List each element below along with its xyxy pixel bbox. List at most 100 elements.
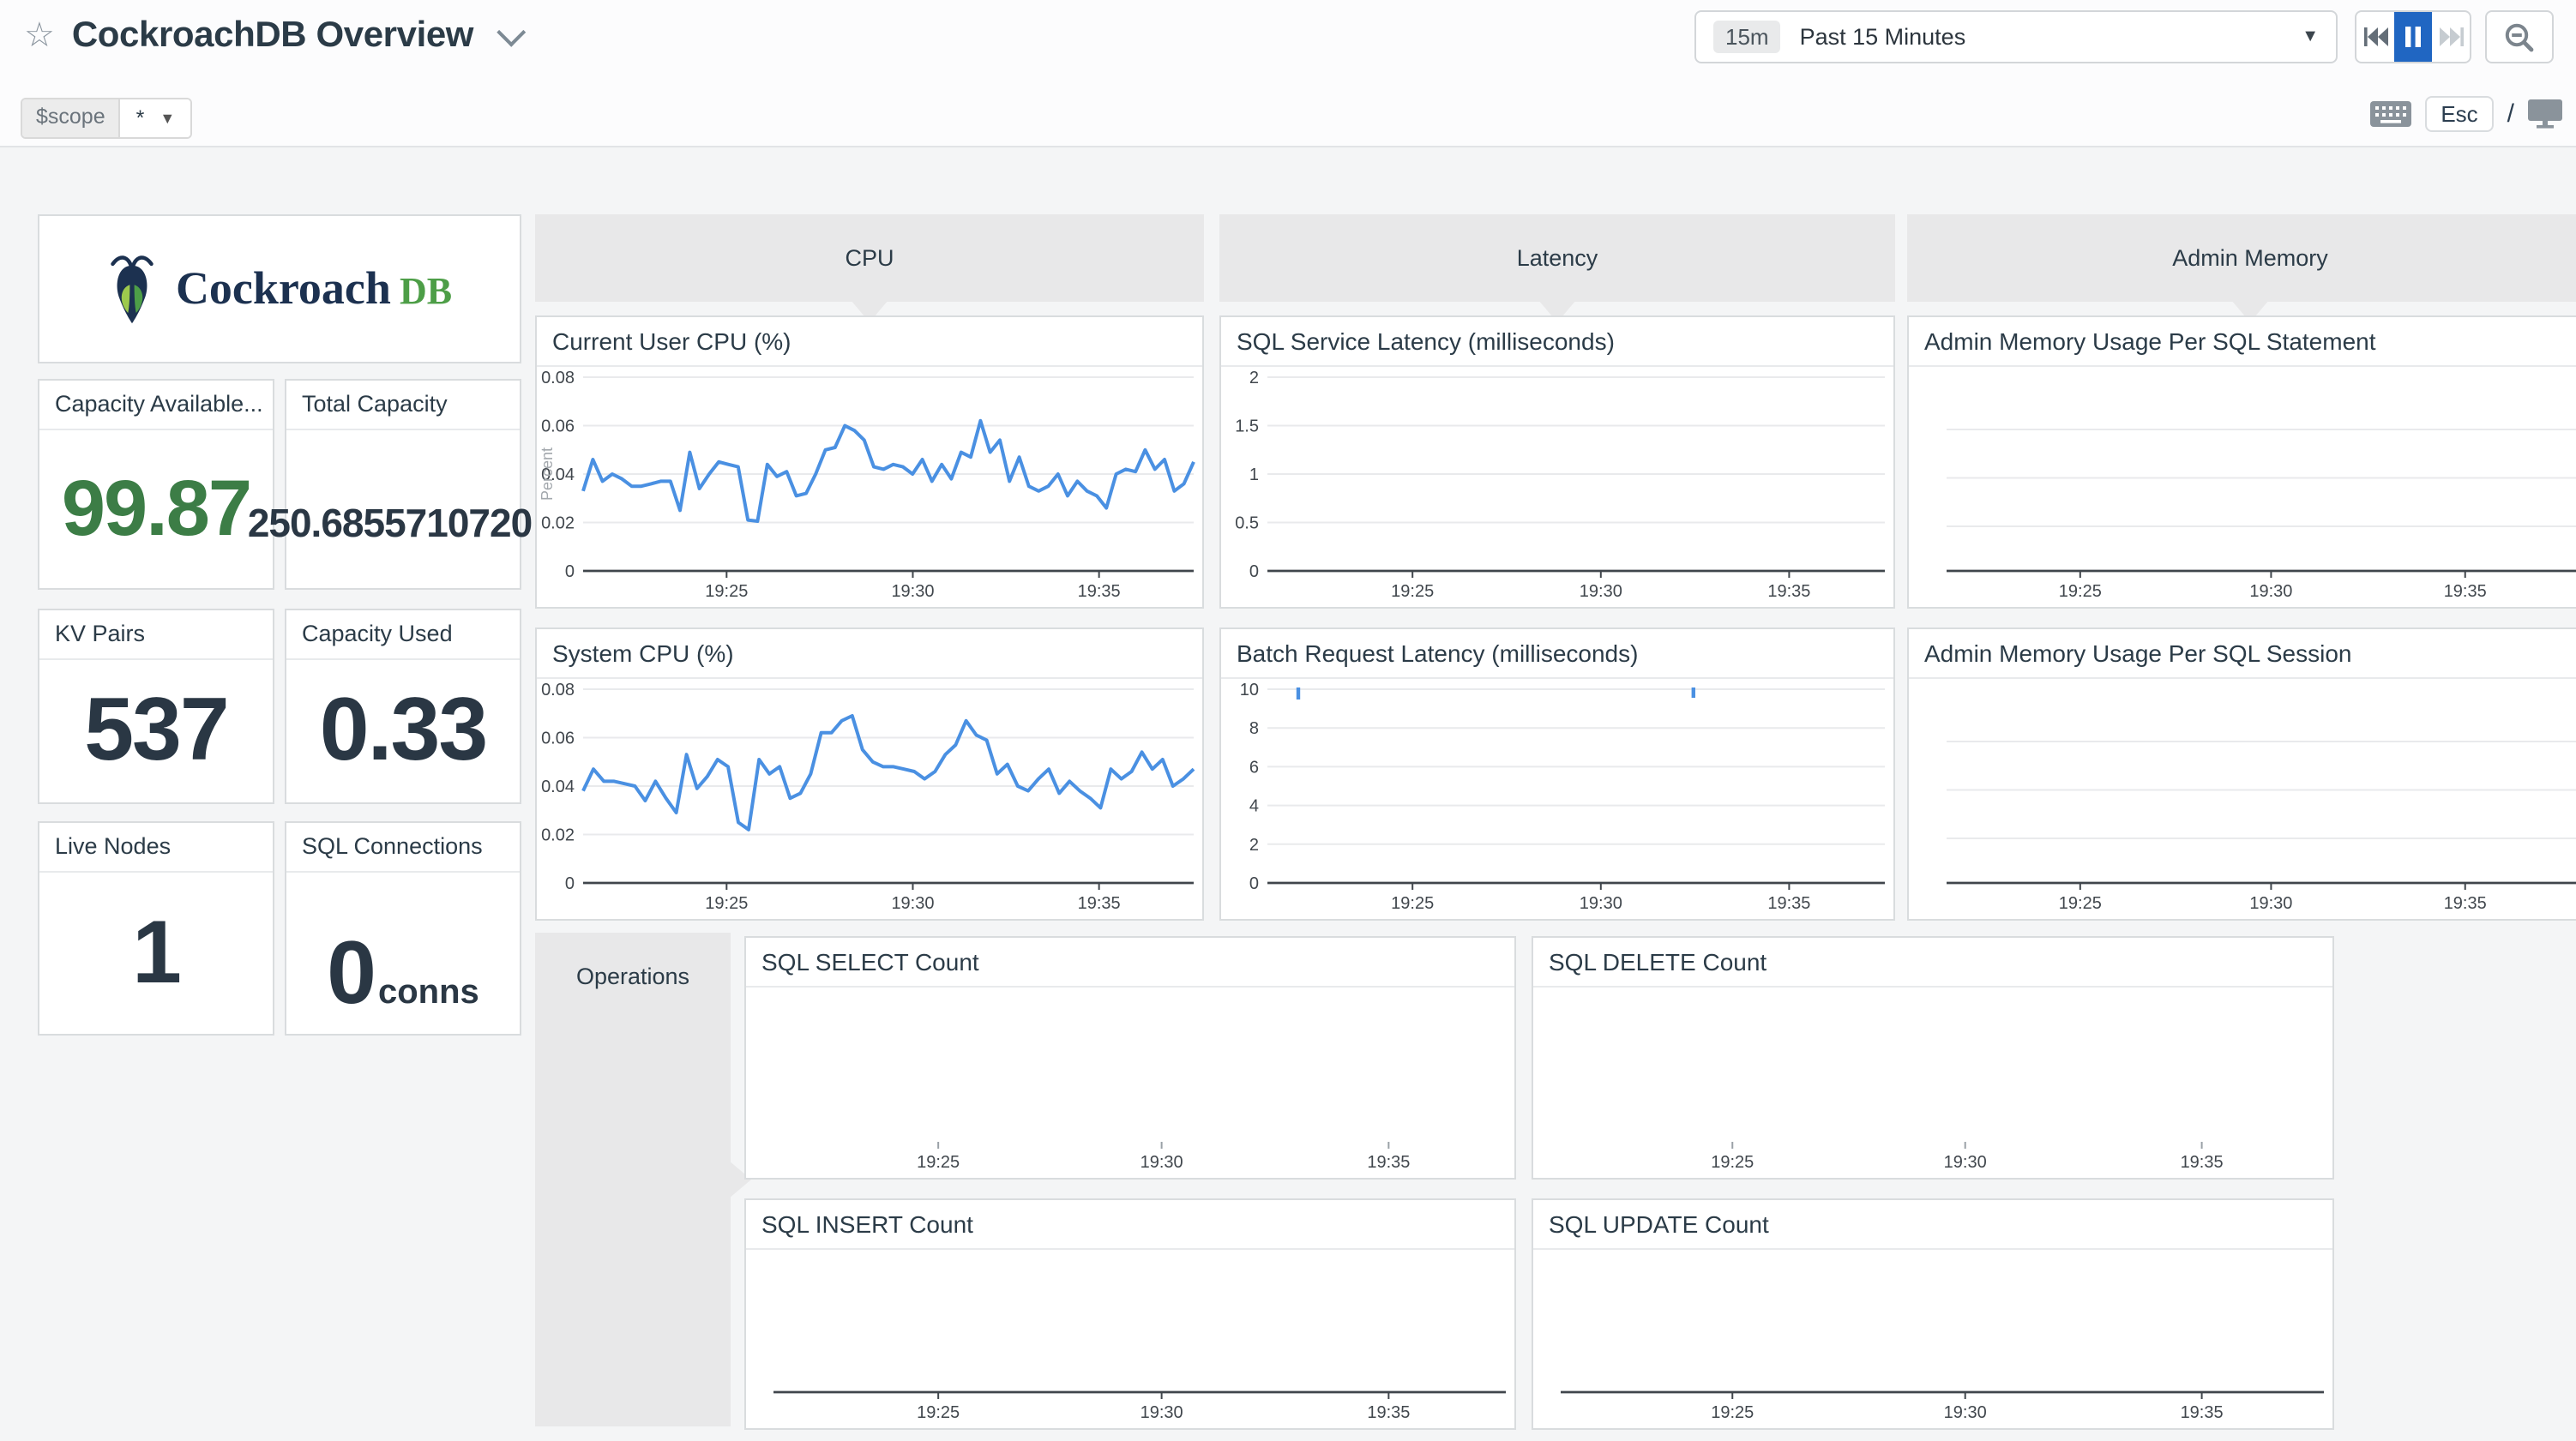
svg-text:19:30: 19:30: [1580, 894, 1622, 913]
chart-title: Admin Memory Usage Per SQL Session: [1909, 629, 2576, 679]
chart-panel-admin-memory-session[interactable]: Admin Memory Usage Per SQL Session 19:25…: [1907, 627, 2576, 920]
chart-title: Current User CPU (%): [537, 317, 1202, 367]
stat-card-title: Live Nodes: [39, 823, 273, 873]
chart-plot: 19:25 19:30 19:35: [1909, 679, 2576, 918]
group-label: Latency: [1516, 244, 1598, 271]
stat-value: 0.33: [319, 681, 488, 780]
svg-text:0.04: 0.04: [541, 465, 575, 484]
svg-text:19:30: 19:30: [1580, 582, 1622, 601]
pause-button[interactable]: [2394, 12, 2432, 62]
svg-text:19:35: 19:35: [1078, 582, 1121, 601]
cockroachdb-logo-card: Cockroach DB: [38, 213, 521, 363]
svg-text:19:30: 19:30: [1141, 1403, 1183, 1422]
chart-plot: 19:25 19:30 19:35: [1533, 1250, 2332, 1427]
cockroachdb-bug-icon: [111, 255, 154, 324]
forward-button[interactable]: [2432, 12, 2470, 62]
svg-text:10: 10: [1240, 681, 1259, 699]
svg-text:19:35: 19:35: [2181, 1403, 2224, 1422]
stat-card-capacity-used[interactable]: Capacity Used 0.33: [285, 609, 521, 804]
svg-text:8: 8: [1249, 719, 1259, 738]
svg-text:19:25: 19:25: [1711, 1153, 1754, 1172]
group-header-operations[interactable]: Operations: [535, 933, 751, 1426]
favorite-star-icon[interactable]: ☆: [24, 17, 55, 55]
group-header-cpu[interactable]: CPU: [535, 213, 1204, 322]
svg-text:19:35: 19:35: [2181, 1153, 2224, 1172]
svg-text:19:35: 19:35: [1367, 1403, 1410, 1422]
chart-panel-admin-memory-statement[interactable]: Admin Memory Usage Per SQL Statement 19:…: [1907, 315, 2576, 608]
template-variable-scope[interactable]: $scope * ▼: [21, 98, 193, 139]
chart-panel-sql-delete-count[interactable]: SQL DELETE Count 19:25 19:30 19:35: [1532, 936, 2334, 1180]
svg-text:2: 2: [1249, 369, 1259, 387]
group-label: Operations: [575, 964, 690, 989]
chart-plot: 0 2 4 6 8 10 19:25 19:30 19:35: [1221, 679, 1893, 918]
chart-panel-sql-insert-count[interactable]: SQL INSERT Count 19:25 19:30 19:35: [744, 1198, 1516, 1429]
time-range-badge[interactable]: 15m: [1713, 21, 1781, 53]
scope-value-dropdown[interactable]: * ▼: [120, 99, 191, 137]
esc-key-badge: Esc: [2425, 96, 2494, 132]
chart-title: Batch Request Latency (milliseconds): [1221, 629, 1893, 679]
svg-text:0: 0: [565, 562, 575, 581]
scope-value: *: [135, 106, 145, 130]
chart-panel-batch-request-latency[interactable]: Batch Request Latency (milliseconds) 0 2 4…: [1219, 627, 1895, 920]
chart-plot: 0 0.5 1 1.5 2 19:25 19:30 19:35: [1221, 367, 1893, 606]
page-title: CockroachDB Overview: [71, 15, 474, 55]
svg-text:Percent: Percent: [539, 447, 556, 501]
stat-card-title: Capacity Used: [286, 610, 520, 660]
group-header-latency[interactable]: Latency: [1219, 213, 1895, 322]
chart-panel-sql-select-count[interactable]: SQL SELECT Count 19:25 19:30 19:35: [744, 936, 1516, 1180]
chart-title: SQL SELECT Count: [746, 938, 1514, 988]
zoom-out-button[interactable]: [2485, 10, 2554, 63]
stat-value: 250.6855710720: [247, 500, 533, 544]
svg-text:19:25: 19:25: [917, 1403, 960, 1422]
chart-title: SQL UPDATE Count: [1533, 1200, 2332, 1250]
time-range-label: Past 15 Minutes: [1799, 24, 1966, 50]
svg-text:0.06: 0.06: [541, 730, 575, 748]
stat-card-live-nodes[interactable]: Live Nodes 1: [38, 821, 274, 1036]
time-range-selector[interactable]: 15m Past 15 Minutes ▼: [1694, 10, 2338, 63]
stat-unit: conns: [378, 974, 479, 1012]
svg-text:1: 1: [1249, 465, 1259, 484]
svg-text:4: 4: [1249, 797, 1259, 816]
stat-value: 0: [327, 924, 376, 1024]
svg-text:19:30: 19:30: [891, 894, 934, 913]
chart-title: SQL DELETE Count: [1533, 938, 2332, 988]
chart-panel-system-cpu[interactable]: System CPU (%) 0 0.02 0.04 0.06 0.08 19:25 19:…: [535, 627, 1204, 920]
pause-icon: [2405, 27, 2421, 47]
chart-panel-sql-service-latency[interactable]: SQL Service Latency (milliseconds) 0 0.5 1…: [1219, 315, 1895, 608]
svg-text:0.08: 0.08: [541, 369, 575, 387]
stat-card-capacity-available[interactable]: Capacity Available... 99.87: [38, 378, 274, 590]
svg-text:19:30: 19:30: [2249, 894, 2292, 913]
svg-text:19:35: 19:35: [1367, 1153, 1410, 1172]
keyboard-icon[interactable]: [2370, 101, 2412, 127]
svg-text:19:30: 19:30: [891, 582, 934, 601]
time-range-caret-icon[interactable]: ▼: [2302, 27, 2319, 46]
svg-text:0: 0: [565, 874, 575, 893]
slash-shortcut: /: [2507, 99, 2514, 129]
group-header-admin-memory[interactable]: Admin Memory: [1907, 213, 2576, 322]
chart-panel-sql-update-count[interactable]: SQL UPDATE Count 19:25 19:30 19:35: [1532, 1198, 2334, 1429]
stat-card-kv-pairs[interactable]: KV Pairs 537: [38, 609, 274, 804]
svg-text:19:25: 19:25: [705, 894, 748, 913]
stat-card-title: SQL Connections: [286, 823, 520, 873]
svg-text:19:35: 19:35: [1078, 894, 1121, 913]
chart-panel-current-user-cpu[interactable]: Current User CPU (%) 0 0.02 0.04 0.06 0.08 19…: [535, 315, 1204, 608]
stat-value: 99.87: [61, 463, 252, 553]
svg-text:19:35: 19:35: [2444, 582, 2487, 601]
stat-card-sql-connections[interactable]: SQL Connections 0 conns: [285, 821, 521, 1036]
svg-text:19:30: 19:30: [1944, 1153, 1987, 1172]
rewind-button[interactable]: [2356, 12, 2394, 62]
svg-text:19:35: 19:35: [1767, 582, 1810, 601]
svg-text:0: 0: [1249, 874, 1259, 893]
stat-card-title: Total Capacity: [286, 380, 520, 429]
svg-text:19:25: 19:25: [2059, 582, 2102, 601]
chart-title: System CPU (%): [537, 629, 1202, 679]
forward-icon: [2439, 27, 2463, 46]
rewind-icon: [2363, 27, 2387, 46]
chart-title: SQL Service Latency (milliseconds): [1221, 317, 1893, 367]
brand-db: DB: [399, 268, 453, 312]
stat-card-total-capacity[interactable]: Total Capacity 250.6855710720 GB: [248, 378, 558, 590]
svg-text:19:25: 19:25: [2059, 894, 2102, 913]
fullscreen-monitor-icon[interactable]: [2528, 99, 2562, 129]
svg-text:1.5: 1.5: [1235, 417, 1259, 436]
shortcut-hints: Esc /: [2370, 96, 2562, 132]
